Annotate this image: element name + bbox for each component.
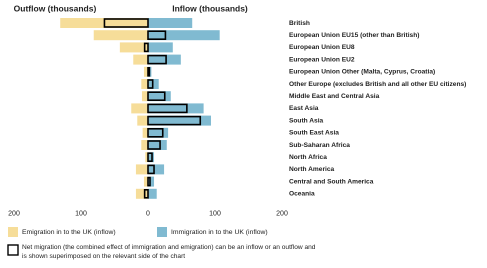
category-label: East Asia [289,105,319,112]
legend-label: Emigration in to the UK (inflow) [22,229,116,236]
category-label: South Asia [289,117,324,124]
net-bar [147,140,161,150]
bar [148,152,155,163]
bar [133,54,148,65]
category-label: Sub-Saharan Africa [289,142,350,149]
bar [93,30,148,41]
x-tick-label: 200 [8,211,20,218]
bar [148,115,211,126]
x-tick-label: 100 [75,211,87,218]
bar [141,140,148,150]
bar [148,176,155,187]
bar [148,91,171,102]
bar [148,188,157,199]
bar [131,103,148,114]
bar [137,115,148,126]
left-title: Outflow (thousands) [14,3,97,13]
category-label: European Union Other (Malta, Cyprus, Cro… [289,69,435,76]
bar [148,140,167,150]
bar [148,127,169,138]
category-label: Central and South America [289,178,374,185]
legend-swatch [8,227,18,237]
net-bar [143,42,149,53]
bar [148,164,165,175]
category-label: Middle East and Central Asia [289,93,380,100]
x-tick-label: 0 [146,211,150,218]
category-label: North America [289,166,335,173]
bar [143,66,148,77]
x-tick-label: 200 [276,211,288,218]
category-label: South East Asia [289,130,339,137]
bar [148,54,181,65]
legend-swatch [7,244,19,256]
bar [141,91,148,102]
bar [148,103,204,114]
net-bar [147,91,166,101]
bar [135,188,148,199]
net-bar [103,18,149,28]
legend-label: Immigration in to the UK (inflow) [171,229,268,236]
category-label: Oceania [289,191,315,198]
bar [143,176,148,187]
legend-swatch [157,227,167,237]
net-bar [143,189,149,199]
category-label: European Union EU8 [289,44,355,51]
category-label: North Africa [289,154,327,161]
net-bar [147,30,167,41]
category-label: Other Europe (excludes British and all o… [289,81,466,88]
bar [141,79,148,89]
net-bar [147,67,151,77]
bar [148,30,220,41]
net-bar [147,152,153,162]
net-bar [147,79,154,89]
net-bar [147,54,167,65]
bar [148,18,193,28]
bar [135,164,148,175]
right-title: Inflow (thousands) [172,3,248,13]
bar [119,42,148,53]
net-bar [147,115,202,126]
net-bar [147,128,164,138]
bar [148,42,173,53]
net-bar [147,176,151,187]
category-label: British [289,20,310,27]
category-label: European Union EU15 (other than British) [289,32,419,39]
bar [142,127,148,138]
net-bar [147,103,188,114]
x-tick-label: 100 [209,211,221,218]
net-legend-text: Net migration (the combined effect of im… [22,244,316,260]
net-bar [147,164,155,175]
bar [145,152,148,163]
category-label: European Union EU2 [289,56,355,63]
